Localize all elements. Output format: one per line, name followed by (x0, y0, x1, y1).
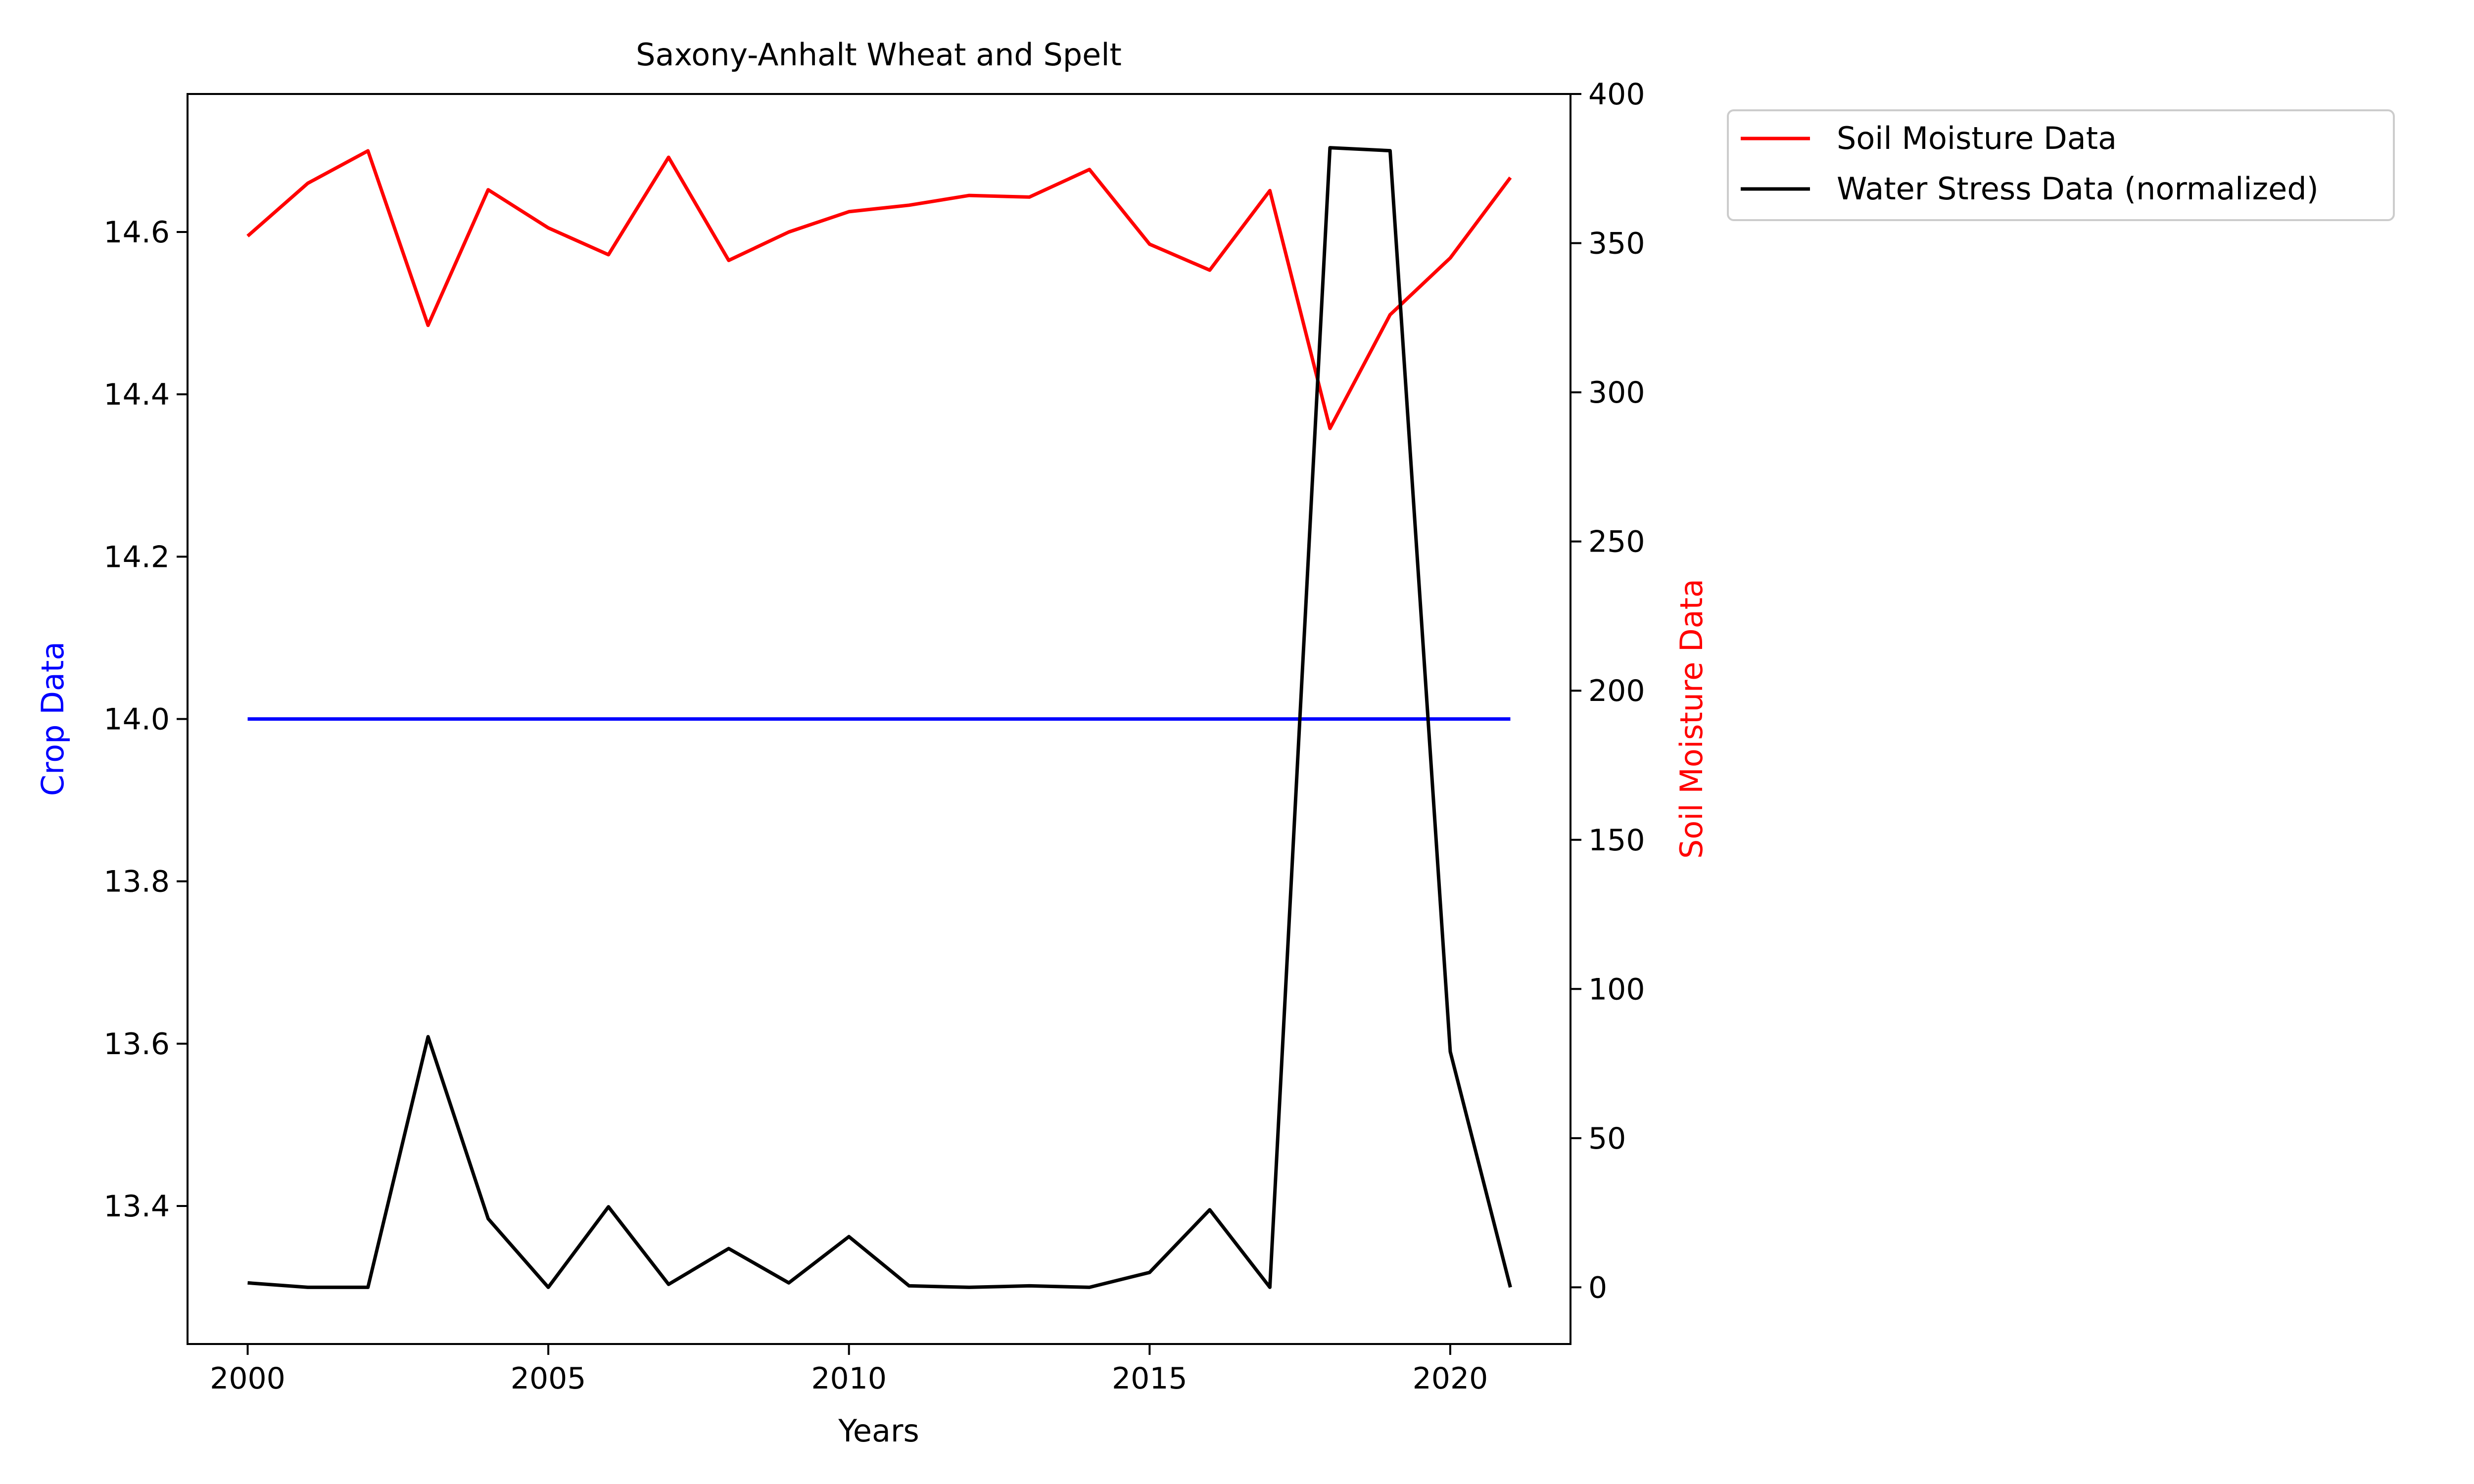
y-left-tick-label: 14.4 (103, 377, 170, 412)
y-right-tick-label: 150 (1588, 823, 1645, 858)
y-left-tick-label: 14.2 (103, 540, 170, 574)
y-right-tick-label: 350 (1588, 227, 1645, 261)
chart-title: Saxony-Anhalt Wheat and Spelt (636, 37, 1122, 73)
plot-lines (246, 146, 1512, 1289)
y-right-tick-label: 0 (1588, 1270, 1607, 1305)
y-right-tick-label: 400 (1588, 77, 1645, 112)
y-right-tick-label: 200 (1588, 674, 1645, 708)
y-axis-right-label: Soil Moisture Data (1673, 579, 1710, 859)
x-axis-label: Years (838, 1413, 919, 1449)
y-right-tick-label: 300 (1588, 375, 1645, 410)
legend: Soil Moisture Data Water Stress Data (no… (1727, 109, 2395, 221)
y-right-tick-label: 50 (1588, 1121, 1626, 1156)
x-tick-label: 2005 (511, 1361, 586, 1396)
series-line-soil-moisture-data (246, 149, 1512, 430)
y-axis-left-label: Crop Data (35, 642, 71, 796)
x-axis: 2000 2005 2010 2015 2020 (210, 1344, 1488, 1396)
x-tick-label: 2000 (210, 1361, 285, 1396)
y-right-tick-label: 250 (1588, 525, 1645, 559)
x-tick-label: 2020 (1413, 1361, 1488, 1396)
y-axis-left: 13.4 13.6 13.8 14.0 14.2 14.4 14.6 (103, 215, 188, 1224)
y-right-tick-label: 100 (1588, 972, 1645, 1007)
y-left-tick-label: 13.6 (103, 1027, 170, 1062)
x-tick-label: 2015 (1112, 1361, 1188, 1396)
y-left-tick-label: 13.4 (103, 1189, 170, 1224)
legend-label-soil-moisture: Soil Moisture Data (1837, 120, 2117, 156)
legend-label-water-stress: Water Stress Data (normalized) (1837, 171, 2319, 207)
y-left-tick-label: 14.0 (103, 702, 170, 737)
x-tick-label: 2010 (811, 1361, 887, 1396)
series-line-water-stress-data-normalized (247, 146, 1512, 1289)
y-axis-right: 0 50 100 150 200 250 300 350 400 (1570, 77, 1645, 1305)
y-left-tick-label: 13.8 (103, 865, 170, 899)
y-left-tick-label: 14.6 (103, 215, 170, 250)
legend-frame (1727, 109, 2395, 221)
